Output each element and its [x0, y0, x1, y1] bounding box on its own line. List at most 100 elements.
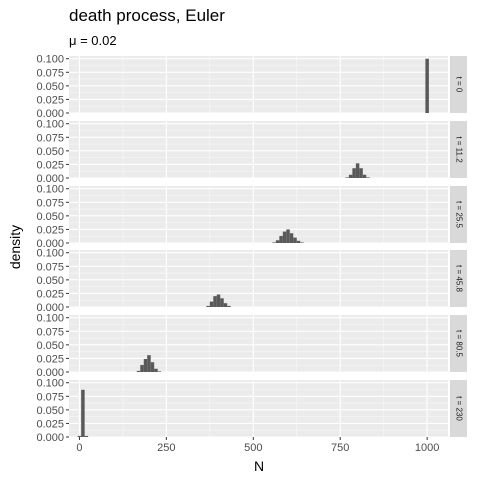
facet-strip [450, 121, 467, 178]
histogram-bar [213, 296, 217, 307]
y-tick-label: 0.000 [36, 238, 64, 250]
x-tick-label: 750 [331, 442, 349, 454]
histogram-bar [362, 174, 367, 178]
histogram-bar [279, 235, 283, 243]
y-tick-label: 0.025 [36, 224, 64, 236]
histogram-bar [77, 435, 82, 437]
panel-background [69, 186, 448, 243]
histogram-bar [355, 163, 360, 178]
histogram-bar [84, 435, 89, 437]
histogram-bar [345, 177, 349, 178]
chart-title: death process, Euler [69, 6, 225, 25]
x-tick-label: 500 [244, 442, 262, 454]
histogram-bar [81, 389, 85, 437]
x-tick-label: 1000 [415, 442, 439, 454]
panel-background [69, 56, 448, 113]
y-tick-label: 0.025 [36, 288, 64, 300]
y-tick-label: 0.025 [36, 94, 64, 106]
y-tick-label: 0.100 [36, 378, 64, 390]
histogram-bar [293, 237, 297, 243]
histogram-bar [220, 298, 224, 307]
y-tick-label: 0.025 [36, 353, 64, 365]
y-tick-label: 0.050 [36, 211, 64, 223]
histogram-bar [300, 242, 304, 243]
y-tick-label: 0.100 [36, 54, 64, 66]
facet-strip-label: t = 230 [454, 396, 463, 421]
y-tick-label: 0.075 [36, 132, 64, 144]
histogram-bar [140, 364, 144, 372]
histogram-bar [216, 294, 221, 307]
panel-background [69, 121, 448, 178]
histogram-bar [223, 303, 228, 307]
histogram-bar [348, 174, 353, 178]
y-tick-label: 0.050 [36, 146, 64, 158]
y-axis-title: density [7, 225, 23, 269]
histogram-bar [286, 229, 290, 243]
y-tick-label: 0.025 [36, 159, 64, 171]
y-tick-label: 0.075 [36, 197, 64, 209]
y-tick-label: 0.100 [36, 248, 64, 260]
histogram-bar [227, 305, 231, 307]
y-tick-label: 0.000 [36, 173, 64, 185]
histogram-bar [147, 355, 151, 372]
y-tick-label: 0.050 [36, 275, 64, 287]
facet-strip [450, 315, 467, 372]
histogram-bar [136, 370, 141, 372]
histogram-bar [352, 168, 356, 178]
histogram-bar [209, 301, 214, 307]
panel-background [69, 315, 448, 372]
panel-background [69, 250, 448, 307]
histogram-bar [425, 58, 429, 113]
chart-subtitle: μ = 0.02 [69, 33, 117, 48]
facet-strip-label: t = 45.8 [454, 265, 463, 292]
facet-strip-label: t = 0 [454, 77, 463, 93]
y-tick-label: 0.075 [36, 326, 64, 338]
histogram-bar [296, 240, 301, 243]
y-tick-label: 0.100 [36, 184, 64, 196]
facet-strip [450, 380, 467, 437]
histogram-bar [150, 362, 155, 372]
histogram-bar [282, 231, 287, 243]
facet-strip [450, 56, 467, 113]
histogram-bar [154, 368, 158, 372]
y-tick-label: 0.100 [36, 313, 64, 325]
facet-strip [450, 186, 467, 243]
y-tick-label: 0.100 [36, 119, 64, 131]
y-tick-label: 0.075 [36, 391, 64, 403]
y-tick-label: 0.000 [36, 367, 64, 379]
panel-background [69, 380, 448, 437]
y-tick-label: 0.050 [36, 405, 64, 417]
y-tick-label: 0.075 [36, 261, 64, 273]
facet-strip-label: t = 11.2 [454, 136, 463, 163]
facet-strip-label: t = 25.5 [454, 201, 463, 228]
histogram-bar [157, 371, 162, 372]
y-tick-label: 0.075 [36, 67, 64, 79]
histogram-bar [289, 233, 294, 243]
x-axis: 0 250 500 750 1000 [76, 437, 439, 454]
histogram-bar [366, 177, 370, 178]
histogram-bar [206, 305, 210, 307]
facet-strip [450, 250, 467, 307]
y-tick-label: 0.050 [36, 81, 64, 93]
y-tick-label: 0.050 [36, 340, 64, 352]
x-axis-title: N [254, 458, 264, 474]
histogram-bar [359, 168, 363, 178]
x-tick-label: 250 [157, 442, 175, 454]
y-tick-label: 0.000 [36, 108, 64, 120]
x-tick-label: 0 [76, 442, 82, 454]
y-tick-label: 0.000 [36, 302, 64, 314]
histogram-bar [143, 358, 148, 372]
histogram-bar [275, 240, 280, 243]
y-tick-label: 0.025 [36, 418, 64, 430]
histogram-bar [272, 242, 276, 243]
facet-strip-label: t = 80.5 [454, 330, 463, 357]
y-tick-label: 0.000 [36, 432, 64, 444]
